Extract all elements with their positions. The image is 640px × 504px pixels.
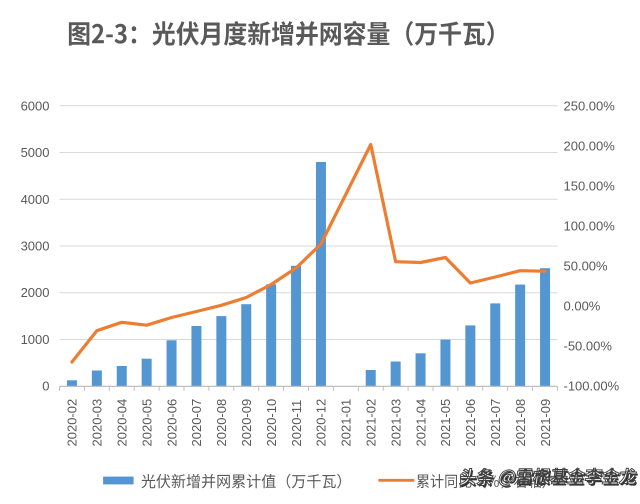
svg-text:2021-03: 2021-03 [388, 399, 403, 447]
svg-text:4000: 4000 [21, 192, 50, 207]
svg-text:1000: 1000 [21, 332, 50, 347]
svg-text:2020-05: 2020-05 [139, 399, 154, 447]
svg-text:2020-10: 2020-10 [264, 399, 279, 447]
svg-text:2020-04: 2020-04 [114, 399, 129, 447]
svg-text:5000: 5000 [21, 145, 50, 160]
svg-text:2021-06: 2021-06 [463, 399, 478, 447]
svg-text:150.00%: 150.00% [564, 179, 616, 194]
svg-text:2020-02: 2020-02 [65, 399, 80, 447]
svg-text:-50.00%: -50.00% [564, 339, 613, 354]
svg-text:2021-09: 2021-09 [538, 399, 553, 447]
svg-text:2020-07: 2020-07 [189, 399, 204, 447]
svg-text:2020-06: 2020-06 [164, 399, 179, 447]
svg-text:2020-12: 2020-12 [314, 399, 329, 447]
svg-text:-100.00%: -100.00% [564, 379, 620, 394]
svg-text:2020-11: 2020-11 [289, 400, 304, 447]
svg-text:2021-04: 2021-04 [413, 399, 428, 447]
svg-text:2021-07: 2021-07 [488, 399, 503, 447]
svg-text:2020-03: 2020-03 [90, 399, 105, 447]
svg-text:2021-08: 2021-08 [513, 399, 528, 447]
svg-text:200.00%: 200.00% [564, 139, 616, 154]
svg-text:2021-05: 2021-05 [438, 399, 453, 447]
svg-text:2020-08: 2020-08 [214, 399, 229, 447]
svg-text:50.00%: 50.00% [564, 259, 609, 274]
svg-text:0.00%: 0.00% [564, 299, 601, 314]
svg-text:2021-01: 2021-01 [339, 399, 354, 447]
svg-text:100.00%: 100.00% [564, 219, 616, 234]
svg-text:250.00%: 250.00% [564, 99, 616, 114]
svg-text:2021-02: 2021-02 [363, 399, 378, 447]
svg-text:0: 0 [42, 379, 49, 394]
svg-text:2020-09: 2020-09 [239, 399, 254, 447]
svg-text:3000: 3000 [21, 239, 50, 254]
svg-text:2000: 2000 [21, 285, 50, 300]
svg-text:6000: 6000 [21, 98, 50, 113]
